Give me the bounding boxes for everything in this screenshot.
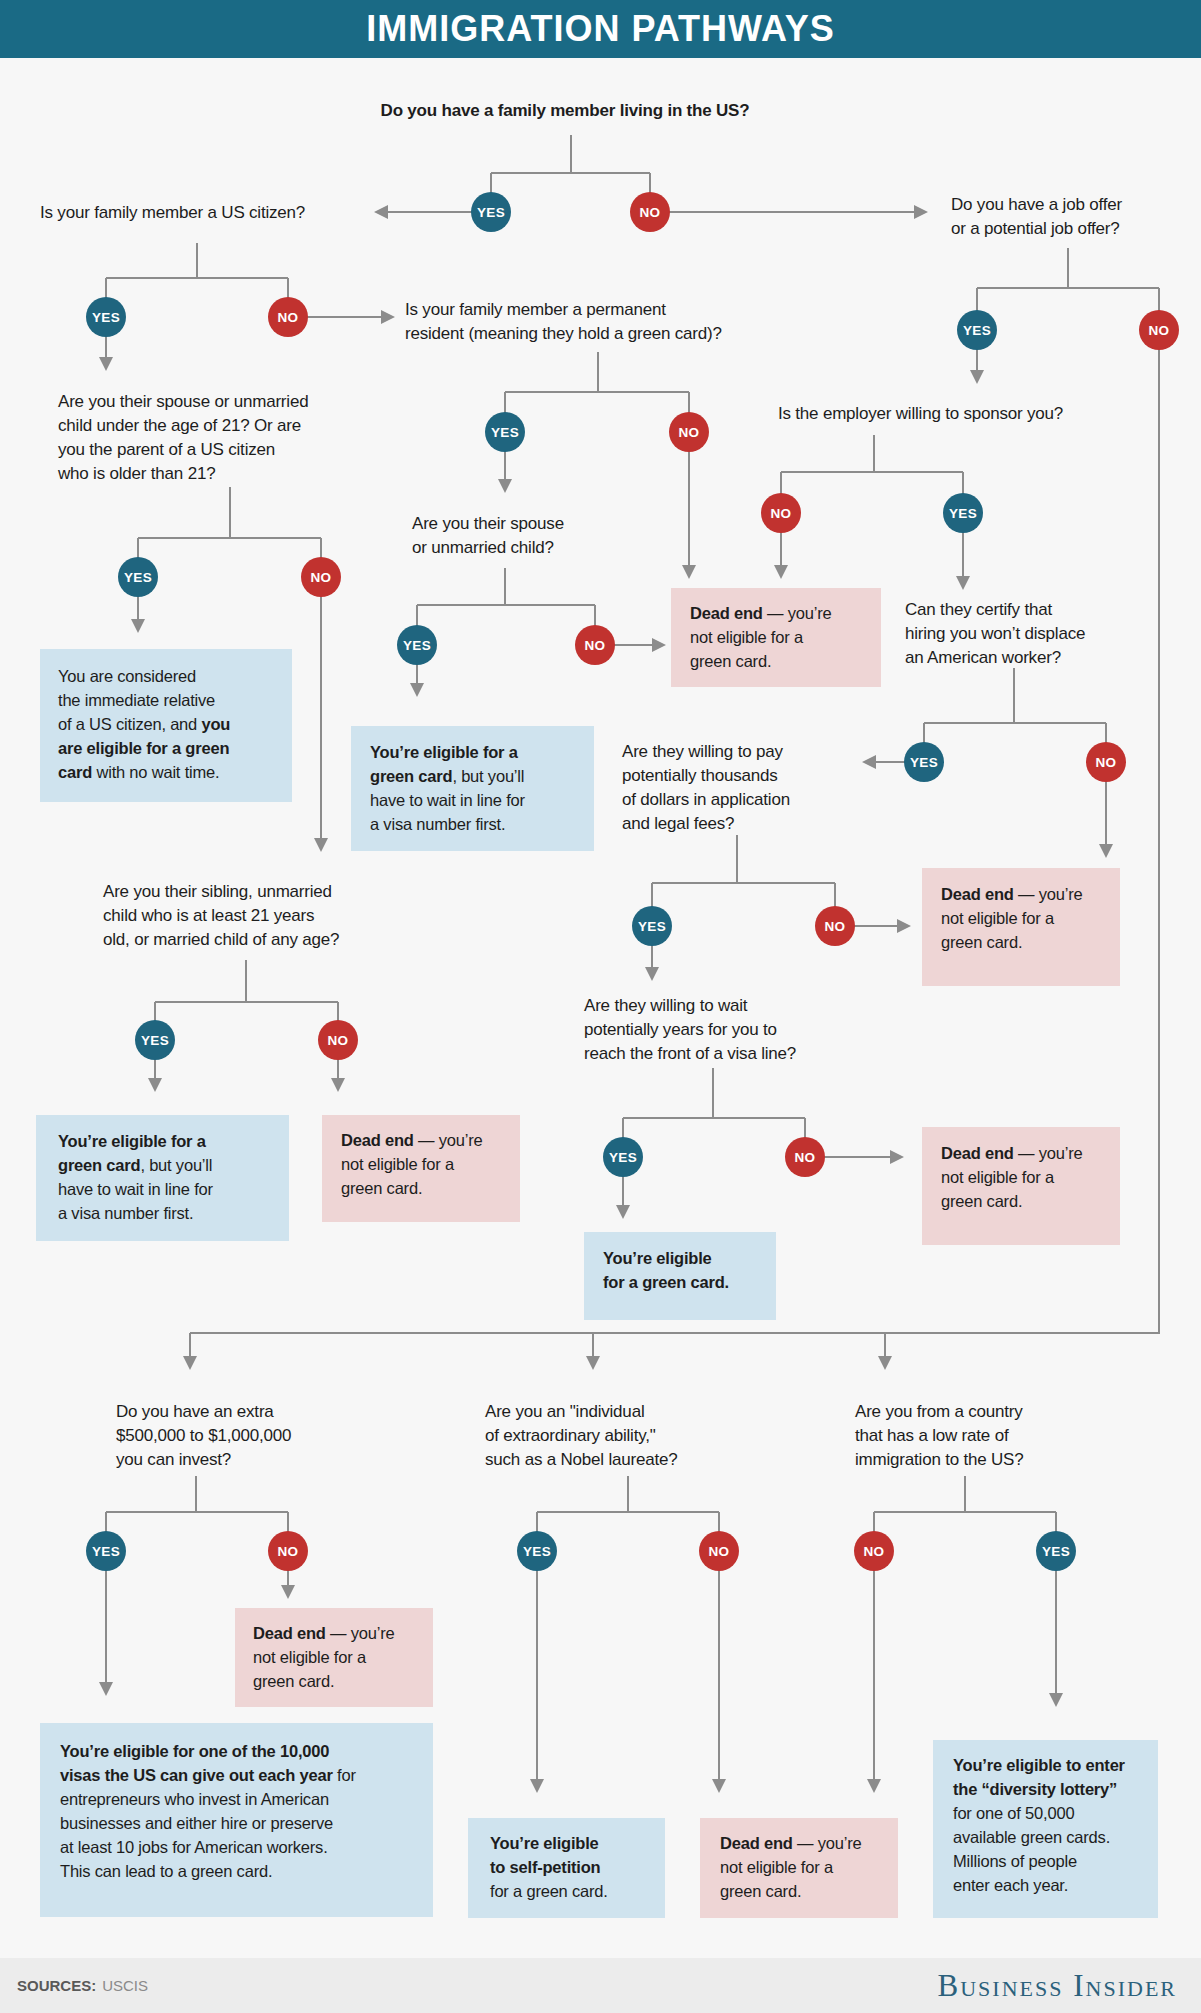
employer-sponsor-no[interactable]: NO [761, 493, 801, 533]
outcome-dead-end-wait: Dead end — you’re not eligible for a gre… [922, 1127, 1120, 1245]
outcome-immediate-relative: You are considered the immediate relativ… [40, 649, 292, 802]
outcome-wait-line-family: You’re eligible for a green card, but yo… [36, 1115, 289, 1241]
wait-visa-yes[interactable]: YES [603, 1137, 643, 1177]
invest-no[interactable]: NO [268, 1531, 308, 1571]
outcome-dead-end-sibling: Dead end — you’re not eligible for a gre… [322, 1115, 520, 1222]
pay-fees-no[interactable]: NO [815, 906, 855, 946]
outcome-diversity-lottery: You’re eligible to enter the “diversity … [933, 1740, 1158, 1918]
wait-visa-no[interactable]: NO [785, 1137, 825, 1177]
outcome-dead-end-permanent: Dead end — you’re not eligible for a gre… [671, 588, 881, 687]
certify-no[interactable]: NO [1086, 742, 1126, 782]
outcome-dead-end-certify: Dead end — you’re not eligible for a gre… [922, 868, 1120, 986]
job-offer-no[interactable]: NO [1139, 310, 1179, 350]
extraordinary-no[interactable]: NO [699, 1531, 739, 1571]
extraordinary-yes[interactable]: YES [517, 1531, 557, 1571]
us-citizen-no[interactable]: NO [268, 297, 308, 337]
outcome-eligible-green-card: You’re eligible for a green card. [584, 1232, 776, 1320]
permanent-resident-no[interactable]: NO [669, 412, 709, 452]
low-rate-country-yes[interactable]: YES [1036, 1531, 1076, 1571]
sibling-yes[interactable]: YES [135, 1020, 175, 1060]
certify-yes[interactable]: YES [904, 742, 944, 782]
low-rate-country-no[interactable]: NO [854, 1531, 894, 1571]
sibling-no[interactable]: NO [318, 1020, 358, 1060]
immediate-relative-yes[interactable]: YES [118, 557, 158, 597]
family-in-us-no[interactable]: NO [630, 192, 670, 232]
outcome-dead-end-extraordinary: Dead end — you’re not eligible for a gre… [700, 1818, 898, 1918]
spouse-unmarried-no[interactable]: NO [575, 625, 615, 665]
employer-sponsor-yes[interactable]: YES [943, 493, 983, 533]
outcome-wait-line-spouse: You’re eligible for a green card, but yo… [351, 726, 594, 851]
immediate-relative-no[interactable]: NO [301, 557, 341, 597]
job-offer-yes[interactable]: YES [957, 310, 997, 350]
infographic: IMMIGRATION PATHWAYS [0, 0, 1201, 2013]
outcome-dead-end-invest: Dead end — you’re not eligible for a gre… [235, 1608, 433, 1707]
invest-yes[interactable]: YES [86, 1531, 126, 1571]
flow-connectors [0, 0, 1201, 2013]
outcome-investor-visa: You’re eligible for one of the 10,000 vi… [40, 1723, 433, 1917]
family-in-us-yes[interactable]: YES [471, 192, 511, 232]
permanent-resident-yes[interactable]: YES [485, 412, 525, 452]
spouse-unmarried-yes[interactable]: YES [397, 625, 437, 665]
outcome-self-petition: You’re eligible to self-petition for a g… [468, 1818, 665, 1918]
pay-fees-yes[interactable]: YES [632, 906, 672, 946]
us-citizen-yes[interactable]: YES [86, 297, 126, 337]
